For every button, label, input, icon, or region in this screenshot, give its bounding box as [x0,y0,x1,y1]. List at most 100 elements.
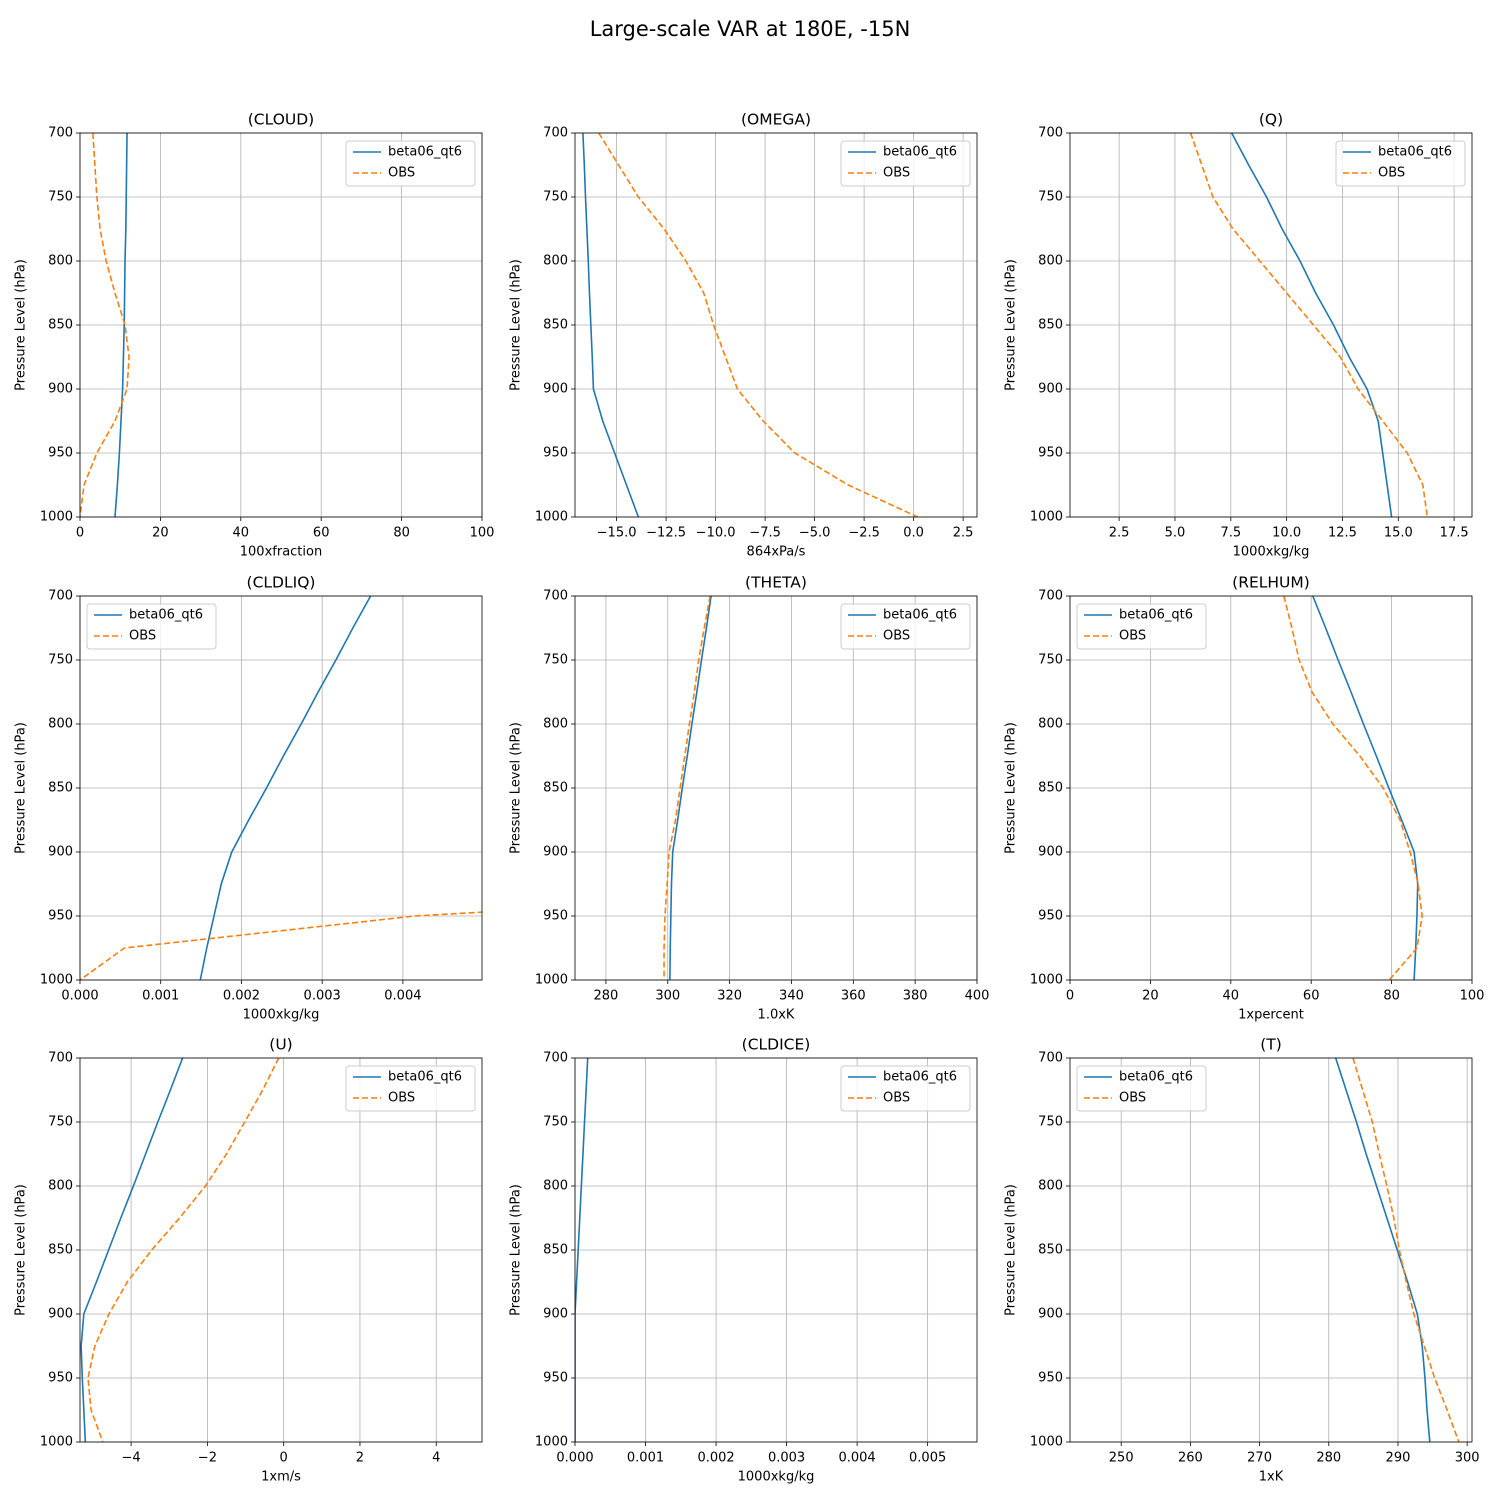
x-tick-label: 7.5 [1220,526,1241,541]
x-axis-label: 1xm/s [261,1470,301,1485]
x-axis-label: 864xPa/s [747,545,806,560]
legend-label: OBS [883,166,910,181]
y-tick-label: 750 [543,1115,568,1130]
legend: beta06_qt6 OBS [1076,603,1207,650]
y-axis-label: Pressure Level (hPa) [1004,722,1019,854]
y-tick-label: 800 [1038,254,1063,269]
y-axis-label: Pressure Level (hPa) [509,1184,524,1316]
series-line [80,1058,184,1442]
y-tick-label: 900 [1038,382,1063,397]
y-tick-label: 800 [48,717,73,732]
y-tick-label: 850 [48,781,73,796]
y-tick-label: 1000 [535,973,568,988]
y-tick-label: 900 [543,845,568,860]
x-tick-label: 360 [841,989,866,1004]
legend-label: OBS [1119,1091,1146,1106]
y-tick-label: 1000 [40,973,73,988]
series-line [114,133,128,517]
legend-label: OBS [1378,166,1405,181]
x-tick-label: 0.004 [838,1451,875,1466]
x-tick-label: −7.5 [749,526,781,541]
series-line [1334,1058,1431,1442]
subplot: 0.000 0.001 0.002 0.003 0.004 0.005 700 750 800 8… [509,1036,978,1485]
y-tick-label: 950 [48,1371,73,1386]
y-tick-label: 950 [48,446,73,461]
x-tick-label: 10.0 [1272,526,1301,541]
y-tick-label: 950 [543,909,568,924]
axes-frame [79,132,483,518]
y-tick-label: 750 [543,190,568,205]
y-tick-label: 700 [543,589,568,604]
x-tick-label: 0.001 [627,1451,664,1466]
subplot-title: (CLDLIQ) [247,574,316,592]
series-line [1352,1058,1460,1442]
x-axis-label: 1xpercent [1238,1008,1304,1023]
subplot-title: (Q) [1259,111,1283,129]
x-tick-label: 80 [393,526,410,541]
legend-label: OBS [883,629,910,644]
y-tick-label: 850 [543,781,568,796]
y-tick-label: 750 [48,190,73,205]
y-tick-label: 800 [543,254,568,269]
x-axis-label: 1xK [1259,1470,1284,1485]
y-tick-label: 750 [1038,653,1063,668]
legend-label: OBS [388,166,415,181]
x-tick-label: 0.005 [909,1451,946,1466]
x-axis-label: 1000xkg/kg [738,1470,815,1485]
series-line [80,911,482,980]
x-tick-label: −2 [198,1451,217,1466]
x-tick-label: 5.0 [1165,526,1186,541]
y-tick-label: 900 [48,1307,73,1322]
x-tick-label: 280 [1316,1451,1341,1466]
y-axis-label: Pressure Level (hPa) [1004,259,1019,391]
x-tick-label: −12.5 [646,526,686,541]
series-line [1283,596,1423,980]
series-line [1312,596,1419,980]
x-tick-label: 0 [1066,989,1074,1004]
x-tick-label: 40 [233,526,250,541]
x-tick-label: −15.0 [597,526,637,541]
series-line [1189,133,1429,517]
y-tick-label: 750 [543,653,568,668]
axes-frame [574,595,978,981]
subplot: 2.5 5.0 7.5 10.0 12.5 15.0 17.5 700 750 800 850 900… [1004,111,1473,560]
x-axis-label: 1.0xK [758,1008,795,1023]
y-tick-label: 1000 [1030,1435,1063,1450]
legend: beta06_qt6 OBS [1335,140,1466,187]
x-tick-label: 0.001 [142,989,179,1004]
y-tick-label: 900 [48,845,73,860]
x-tick-label: 2.5 [953,526,974,541]
legend: beta06_qt6 OBS [345,1065,476,1112]
series-line [575,1058,589,1442]
y-tick-label: 800 [1038,1179,1063,1194]
y-tick-label: 1000 [1030,510,1063,525]
y-tick-label: 800 [48,1179,73,1194]
x-tick-label: 250 [1109,1451,1134,1466]
x-tick-label: 400 [965,989,990,1004]
y-tick-label: 750 [48,1115,73,1130]
y-tick-label: 700 [543,126,568,141]
y-tick-label: 900 [543,382,568,397]
y-tick-label: 750 [1038,190,1063,205]
legend-label: beta06_qt6 [129,608,203,623]
x-tick-label: 12.5 [1328,526,1357,541]
axes-frame [1069,595,1473,981]
y-tick-label: 950 [543,446,568,461]
subplot: 0 20 40 60 80 100 700 750 800 850 900 950 1000 (RELHU… [1004,574,1485,1023]
x-tick-label: 290 [1386,1451,1411,1466]
x-tick-label: 0 [76,526,84,541]
y-tick-label: 800 [543,1179,568,1194]
series-line [598,133,918,517]
x-tick-label: 100 [470,526,495,541]
y-tick-label: 750 [48,653,73,668]
series-line [80,133,130,517]
legend-label: OBS [1119,629,1146,644]
x-tick-label: 380 [903,989,928,1004]
legend-label: OBS [883,1091,910,1106]
y-tick-label: 950 [48,909,73,924]
x-tick-label: 320 [717,989,742,1004]
x-axis-label: 1000xkg/kg [1233,545,1310,560]
legend-label: beta06_qt6 [388,1070,462,1085]
series-line [199,596,372,980]
